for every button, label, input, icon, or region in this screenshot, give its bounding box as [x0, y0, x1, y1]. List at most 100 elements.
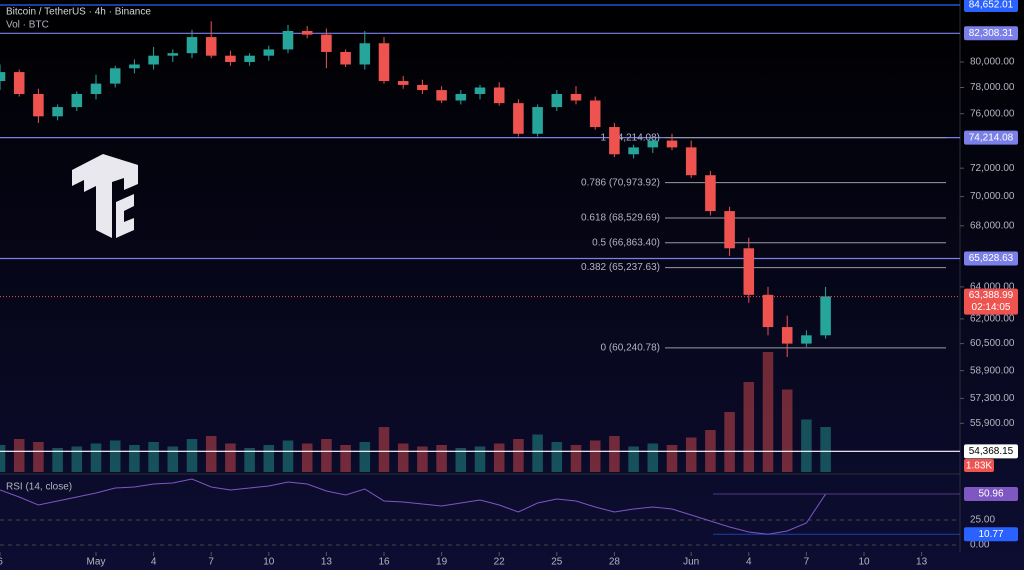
rsi-value-label: 50.96: [978, 489, 1003, 500]
x-tick-label: 7: [208, 557, 214, 568]
volume-bar: [321, 439, 332, 472]
y-tick-label: 80,000.00: [970, 57, 1015, 68]
level-label-box: [964, 444, 1018, 459]
volume-bar: [570, 445, 582, 472]
candle-body: [455, 93, 467, 101]
volume-bar: [33, 442, 44, 472]
volume-bar: [301, 443, 313, 472]
volume-bar: [71, 446, 83, 472]
volume-bar: [762, 352, 774, 472]
y-tick-label: 72,000.00: [970, 163, 1015, 174]
x-tick-label: May: [87, 557, 106, 568]
volume-label: 1.83K: [966, 461, 992, 472]
candle-body: [685, 147, 697, 176]
volume-bar: [781, 389, 793, 472]
rsi-title: RSI (14, close): [6, 482, 72, 493]
x-tick-label: 10: [858, 557, 870, 568]
rsi-tick-label: 25.00: [970, 515, 995, 526]
rsi-value-label-box: [964, 487, 1018, 502]
level-label: 54,368.15: [969, 446, 1014, 457]
volume-bar: [148, 442, 159, 472]
y-tick-label: 64,000.00: [970, 282, 1015, 293]
candle-body: [109, 68, 121, 84]
candle-body: [532, 107, 543, 134]
volume-bar: [589, 440, 601, 472]
fib-label: 0.382 (65,237.63): [581, 262, 660, 273]
volume-bar: [743, 382, 755, 472]
candle-body: [186, 37, 198, 54]
candle-body: [33, 93, 44, 117]
x-tick-label: 13: [321, 557, 333, 568]
x-tick-label: 22: [494, 557, 506, 568]
candle-body: [743, 248, 755, 295]
candle-body: [436, 90, 447, 101]
candle-body: [820, 296, 831, 336]
volume-bar: [532, 434, 543, 472]
candle-body: [647, 140, 659, 148]
volume-bar: [378, 427, 390, 472]
candle-body: [244, 55, 255, 62]
y-tick-label: 58,900.00: [970, 365, 1015, 376]
chart-title: Bitcoin / TetherUS · 4h · Binance: [6, 7, 151, 18]
volume-bar: [13, 439, 25, 472]
candle-body: [705, 175, 716, 212]
volume-bar: [647, 443, 659, 472]
x-tick-label: 28: [609, 557, 621, 568]
volume-bar: [417, 446, 428, 472]
y-tick-label: 76,000.00: [970, 108, 1015, 119]
candle-body: [628, 147, 639, 155]
last-price-box: [964, 288, 1018, 315]
volume-bar: [801, 419, 812, 472]
candle-body: [801, 335, 812, 344]
level-label: 74,214.08: [969, 132, 1014, 143]
candle-body: [52, 107, 63, 117]
rsi-value-label: 10.77: [978, 529, 1003, 540]
y-tick-label: 62,000.00: [970, 314, 1015, 325]
candle-body: [225, 55, 236, 62]
candle-body: [148, 55, 159, 65]
y-tick-label: 55,900.00: [970, 418, 1015, 429]
x-tick-label: 16: [378, 557, 390, 568]
volume-bar: [820, 427, 831, 472]
level-label-box: [964, 130, 1018, 145]
countdown: 02:14:05: [972, 302, 1011, 313]
rsi-line: [0, 478, 827, 535]
fib-label: 0.618 (68,529.69): [581, 213, 660, 224]
volume-bar: [186, 439, 198, 472]
x-tick-label: 6: [0, 557, 3, 568]
level-label-box: [964, 0, 1018, 12]
volume-bar: [474, 446, 486, 472]
y-tick-label: 68,000.00: [970, 220, 1015, 231]
volume-bar: [666, 445, 678, 472]
candle-body: [493, 87, 505, 104]
volume-bar: [225, 443, 236, 472]
x-tick-label: 19: [436, 557, 448, 568]
level-label: 65,828.63: [969, 253, 1014, 264]
volume-bar: [359, 442, 371, 472]
x-tick-label: 10: [263, 557, 275, 568]
volume-bar: [167, 446, 179, 472]
candle-body: [781, 327, 793, 344]
candle-body: [378, 43, 390, 82]
volume-bar: [244, 448, 255, 472]
x-tick-label: 4: [151, 557, 157, 568]
candle-body: [71, 93, 83, 108]
volume-bar: [455, 448, 467, 472]
x-tick-label: 7: [804, 557, 810, 568]
volume-bar: [263, 445, 275, 472]
volume-bar: [551, 442, 563, 472]
level-label-box: [964, 251, 1018, 266]
volume-bar: [628, 446, 639, 472]
y-tick-label: 60,500.00: [970, 338, 1015, 349]
candle-body: [263, 49, 275, 56]
logo: [72, 154, 138, 238]
fib-label: 0.5 (66,863.40): [592, 237, 660, 248]
candle-body: [340, 51, 351, 65]
fib-label: 1 (74,214.08): [601, 132, 661, 143]
volume-bar: [685, 437, 697, 472]
candle-body: [762, 294, 774, 328]
volume-bar: [609, 436, 620, 472]
fib-label: 0 (60,240.78): [601, 343, 661, 354]
volume-bar: [90, 443, 102, 472]
